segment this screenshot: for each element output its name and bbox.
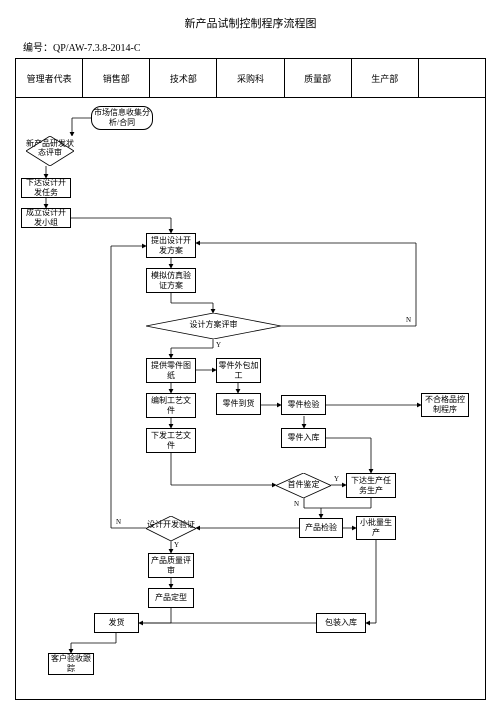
node-quality-review: 产品质量评审 bbox=[148, 553, 194, 578]
node-finalize: 产品定型 bbox=[148, 588, 194, 608]
node-customer-track: 客户验收跟踪 bbox=[48, 653, 94, 675]
node-drawings: 提供零件图纸 bbox=[146, 358, 196, 383]
col-sales: 销售部 bbox=[83, 59, 150, 97]
label-n3: N bbox=[116, 518, 121, 526]
node-market-info: 市场信息收集分析/合同 bbox=[91, 106, 153, 130]
node-process-doc: 编制工艺文件 bbox=[146, 393, 196, 418]
node-propose-plan: 提出设计开发方案 bbox=[146, 233, 196, 258]
label-y1: Y bbox=[216, 341, 221, 349]
col-mgr: 管理者代表 bbox=[16, 59, 83, 97]
flow-canvas: 市场信息收集分析/合同 新产品研发状态评审 下达设计开发任务 成立设计开发小组 … bbox=[16, 98, 485, 698]
node-form-team: 成立设计开发小组 bbox=[21, 208, 71, 228]
node-simulate: 模拟仿真验证方案 bbox=[146, 268, 196, 293]
label-n2: N bbox=[294, 500, 299, 508]
node-design-verify: 设计开发验证 bbox=[146, 516, 196, 541]
node-nonconforming: 不合格品控制程序 bbox=[421, 393, 469, 417]
node-plan-review: 设计方案评审 bbox=[146, 313, 281, 339]
node-package-stock: 包装入库 bbox=[316, 613, 366, 633]
node-outsource: 零件外包加工 bbox=[216, 358, 261, 383]
docnum-value: QP/AW-7.3.8-2014-C bbox=[53, 43, 141, 54]
label-y3: Y bbox=[174, 541, 179, 549]
col-purchase: 采购科 bbox=[217, 59, 284, 97]
col-production: 生产部 bbox=[352, 59, 419, 97]
col-tech: 技术部 bbox=[150, 59, 217, 97]
node-ship: 发货 bbox=[94, 613, 139, 633]
node-parts-arrive: 零件到货 bbox=[216, 393, 261, 415]
label-n1: N bbox=[406, 316, 411, 324]
node-parts-inspect: 零件检验 bbox=[281, 395, 326, 415]
col-blank bbox=[419, 59, 485, 97]
page-title: 新产品试制控制程序流程图 bbox=[15, 15, 486, 31]
node-issue-process: 下发工艺文件 bbox=[146, 428, 196, 453]
node-rd-review: 新产品研发状态评审 bbox=[26, 136, 74, 166]
doc-number: 编号：QP/AW-7.3.8-2014-C bbox=[23, 39, 486, 54]
node-prod-task: 下达生产任务生产 bbox=[346, 473, 396, 498]
node-first-article: 首件鉴定 bbox=[276, 473, 331, 498]
node-prod-inspect: 产品检验 bbox=[299, 518, 343, 538]
col-quality: 质量部 bbox=[285, 59, 352, 97]
page-container: 新产品试制控制程序流程图 编号：QP/AW-7.3.8-2014-C 管理者代表… bbox=[15, 15, 486, 700]
node-small-batch: 小批量生产 bbox=[356, 516, 396, 540]
label-y2: Y bbox=[334, 475, 339, 483]
diagram-frame: 管理者代表 销售部 技术部 采购科 质量部 生产部 bbox=[15, 58, 486, 700]
node-assign-task: 下达设计开发任务 bbox=[21, 178, 71, 198]
docnum-label: 编号： bbox=[23, 43, 53, 54]
node-parts-stock: 零件入库 bbox=[281, 428, 326, 448]
swimlane-header: 管理者代表 销售部 技术部 采购科 质量部 生产部 bbox=[16, 59, 485, 98]
